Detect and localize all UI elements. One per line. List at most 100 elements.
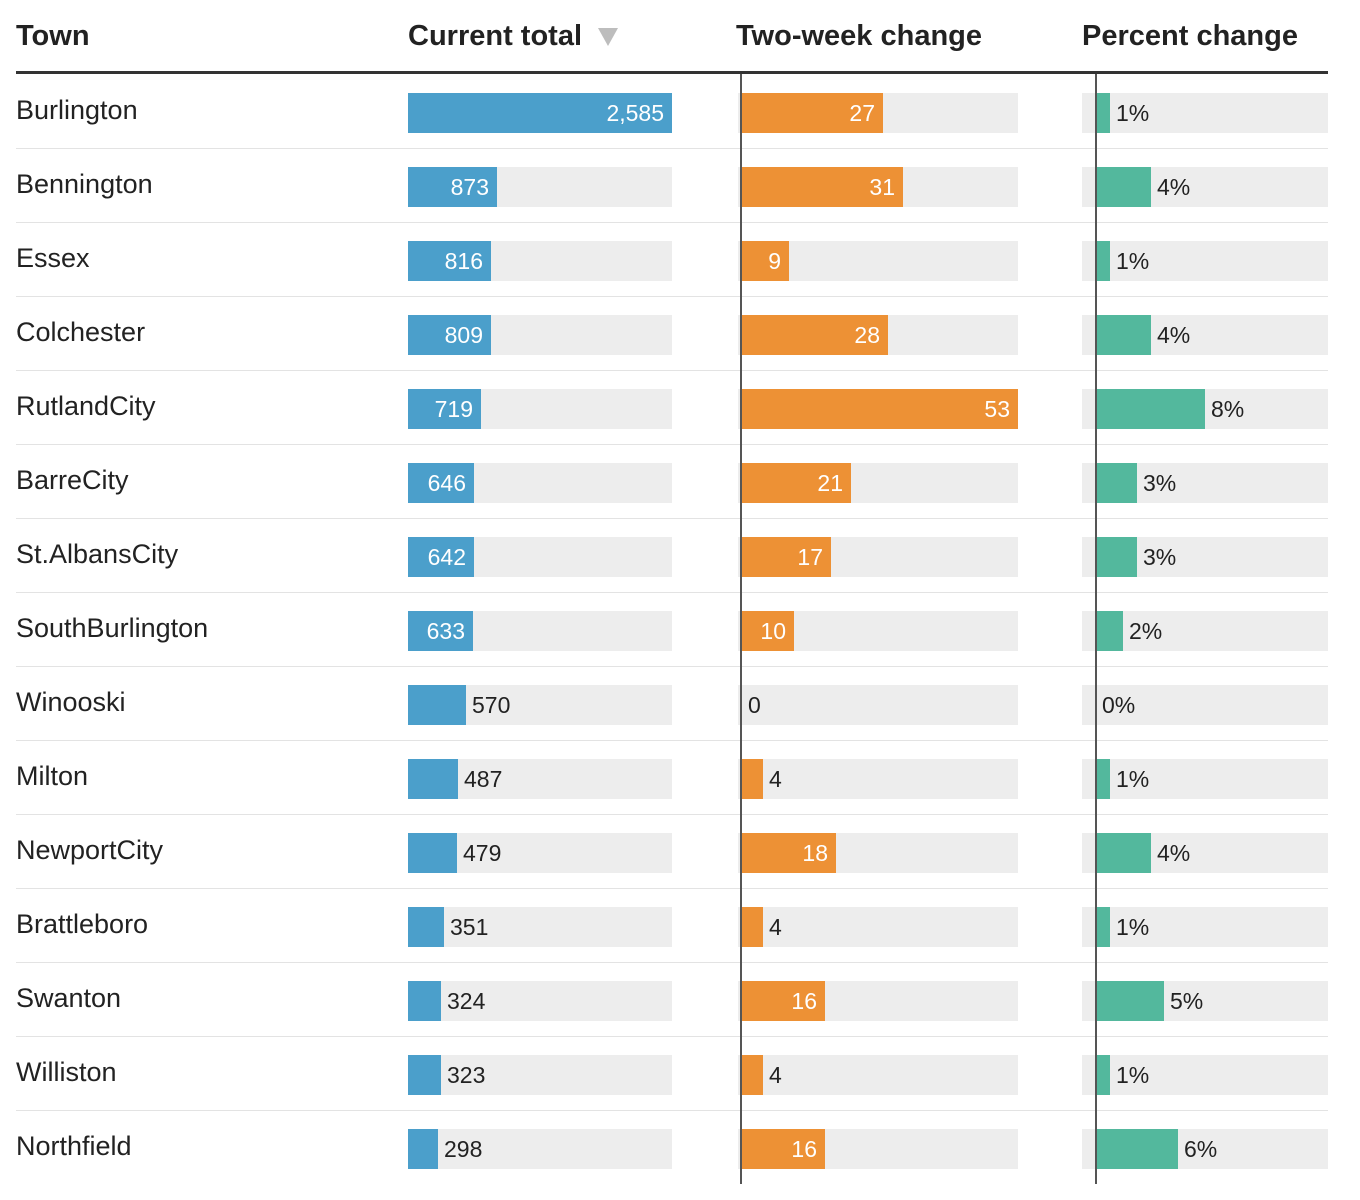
current-total-track: 323 (408, 1055, 672, 1095)
two-week-change-track: 10 (738, 611, 1018, 651)
percent-change-track: 1% (1082, 93, 1328, 133)
percent-change-track: 6% (1082, 1129, 1328, 1169)
percent-change-bar (1096, 389, 1205, 429)
table-row[interactable]: Northfield 298 16 6% (16, 1111, 1328, 1185)
table-row[interactable]: Milton 487 4 1% (16, 741, 1328, 815)
table-row[interactable]: Brattleboro 351 4 1% (16, 889, 1328, 963)
two-week-change-value: 0 (748, 692, 761, 718)
percent-change-value: 0% (1102, 692, 1136, 718)
percent-change-bar (1096, 1055, 1110, 1095)
percent-change-bar (1096, 833, 1151, 873)
two-week-change-track: 28 (738, 315, 1018, 355)
table-row[interactable]: BarreCity 646 21 3% (16, 445, 1328, 519)
percent-change-track: 3% (1082, 463, 1328, 503)
two-week-change-value: 53 (984, 396, 1010, 422)
percent-change-value: 1% (1116, 914, 1150, 940)
current-total-value: 487 (464, 766, 503, 792)
current-total-value: 646 (427, 470, 466, 496)
sort-descending-icon[interactable] (598, 28, 618, 46)
two-week-change-track: 18 (738, 833, 1018, 873)
current-total-track: 570 (408, 685, 672, 725)
town-name: Bennington (16, 169, 153, 199)
current-total-bar (408, 315, 491, 355)
current-total-value: 809 (444, 322, 483, 348)
percent-change-track: 5% (1082, 981, 1328, 1021)
table-row[interactable]: RutlandCity 719 53 8% (16, 371, 1328, 445)
current-total-bar (408, 981, 441, 1021)
current-total-track: 479 (408, 833, 672, 873)
town-name: Swanton (16, 983, 122, 1013)
table-row[interactable]: Essex 816 9 1% (16, 223, 1328, 297)
current-total-bar (408, 759, 458, 799)
two-week-change-value: 28 (854, 322, 880, 348)
column-header-percent-change[interactable]: Percent change (1082, 20, 1298, 52)
two-week-change-bar (742, 611, 794, 651)
percent-change-track: 1% (1082, 907, 1328, 947)
current-total-bar (408, 907, 444, 947)
table-row[interactable]: SouthBurlington 633 10 2% (16, 593, 1328, 667)
current-total-track: 487 (408, 759, 672, 799)
current-total-value: 570 (472, 692, 511, 718)
percent-change-track: 8% (1082, 389, 1328, 429)
current-total-bar (408, 685, 466, 725)
current-total-value: 2,585 (606, 100, 664, 126)
two-week-change-bar (742, 241, 789, 281)
two-week-change-track: 16 (738, 1129, 1018, 1169)
two-week-change-bar (742, 167, 903, 207)
percent-change-bar (1096, 463, 1137, 503)
percent-change-value: 1% (1116, 248, 1150, 274)
two-week-change-value: 16 (791, 988, 817, 1014)
percent-change-track: 1% (1082, 759, 1328, 799)
current-total-value: 298 (444, 1136, 483, 1162)
two-week-change-bar (742, 907, 763, 947)
table-row[interactable]: Williston 323 4 1% (16, 1037, 1328, 1111)
two-week-change-zero-axis (740, 74, 742, 1184)
table-row[interactable]: NewportCity 479 18 4% (16, 815, 1328, 889)
two-week-change-value: 10 (760, 618, 786, 644)
current-total-value: 323 (447, 1062, 486, 1088)
table-row[interactable]: Swanton 324 16 5% (16, 963, 1328, 1037)
percent-change-value: 3% (1143, 544, 1177, 570)
two-week-change-value: 4 (769, 766, 782, 792)
table-row[interactable]: Burlington 2,585 27 1% (16, 75, 1328, 149)
percent-change-value: 4% (1157, 840, 1191, 866)
table-row[interactable]: St.AlbansCity 642 17 3% (16, 519, 1328, 593)
percent-change-value: 1% (1116, 766, 1150, 792)
table-row[interactable]: Bennington 873 31 4% (16, 149, 1328, 223)
current-total-value: 479 (463, 840, 502, 866)
percent-change-zero-axis (1095, 74, 1097, 1184)
town-name: RutlandCity (16, 391, 156, 421)
current-total-bar (408, 241, 491, 281)
two-week-change-value: 18 (802, 840, 828, 866)
current-total-bar (408, 1055, 441, 1095)
current-total-bar (408, 833, 457, 873)
current-total-track: 324 (408, 981, 672, 1021)
percent-change-value: 3% (1143, 470, 1177, 496)
current-total-value: 351 (450, 914, 489, 940)
percent-change-track: 0% (1082, 685, 1328, 725)
percent-change-bar (1096, 315, 1151, 355)
percent-change-value: 6% (1184, 1136, 1218, 1162)
percent-change-bar (1096, 241, 1110, 281)
current-total-value: 816 (444, 248, 483, 274)
two-week-change-value: 16 (791, 1136, 817, 1162)
column-header-current-total[interactable]: Current total (408, 20, 582, 52)
two-week-change-track: 17 (738, 537, 1018, 577)
percent-change-value: 2% (1129, 618, 1163, 644)
percent-change-track: 4% (1082, 167, 1328, 207)
percent-change-value: 4% (1157, 174, 1191, 200)
two-week-change-value: 4 (769, 914, 782, 940)
percent-change-bar (1096, 981, 1164, 1021)
town-name: BarreCity (16, 465, 129, 495)
current-total-value: 324 (447, 988, 486, 1014)
table-row[interactable]: Colchester 809 28 4% (16, 297, 1328, 371)
current-total-track: 642 (408, 537, 672, 577)
column-header-two-week-change[interactable]: Two-week change (736, 20, 983, 52)
percent-change-value: 1% (1116, 1062, 1150, 1088)
current-total-bar (408, 537, 474, 577)
column-header-town[interactable]: Town (16, 20, 90, 52)
table-row[interactable]: Winooski 570 0 0% (16, 667, 1328, 741)
percent-change-value: 5% (1170, 988, 1204, 1014)
current-total-track: 719 (408, 389, 672, 429)
percent-change-track: 1% (1082, 241, 1328, 281)
